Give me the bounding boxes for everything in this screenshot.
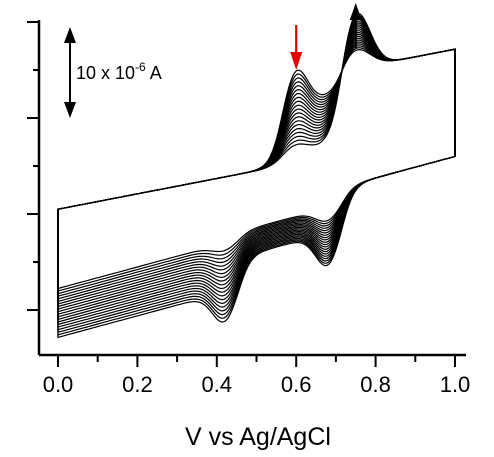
decreasing-peak-arrow-head [290,52,303,70]
cv-curves [57,12,456,339]
x-tick-label: 0.4 [202,372,233,397]
scale-bar-label: 10 x 10-6 A [76,60,162,83]
trend-arrows [290,3,362,70]
scale-bar-label-unit: A [146,63,162,83]
increasing-peak-arrow-head [349,3,362,20]
cv-cycle-curve [57,12,456,339]
x-ticks [57,355,456,367]
x-axis-title: V vs Ag/AgCl [185,423,331,451]
x-tick-label: 1.0 [440,372,471,397]
axes [27,20,466,367]
scale-bar-top-arrowhead [64,27,76,43]
x-tick-labels: 0.0 0.2 0.4 0.6 0.8 1.0 [43,372,471,397]
scale-bar-label-main: 10 x 10 [76,63,135,83]
scale-bar-label-exponent: -6 [135,60,146,74]
scale-bar-bottom-arrowhead [64,102,76,118]
x-tick-label: 0.0 [43,372,74,397]
x-tick-label: 0.2 [122,372,153,397]
x-tick-label: 0.8 [360,372,391,397]
current-scale-bar: 10 x 10-6 A [64,27,162,118]
x-tick-label: 0.6 [281,372,312,397]
y-ticks [27,21,39,311]
